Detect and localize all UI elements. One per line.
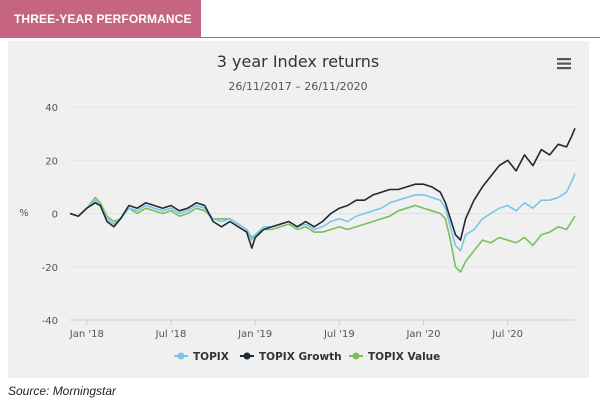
x-tick-label: Jan '20 [405,329,440,340]
y-tick-label: -20 [42,263,58,274]
source-note: Source: Morningstar [8,384,116,398]
y-tick-label: 0 [52,210,58,221]
x-tick-label: Jul '20 [491,329,523,340]
header-divider [201,37,600,38]
legend-label: TOPIX Growth [259,351,342,363]
x-tick-label: Jul '18 [155,329,187,340]
y-tick-label: -40 [42,316,58,327]
x-tick-label: Jan '18 [69,329,104,340]
section-title: THREE-YEAR PERFORMANCE [14,12,192,26]
chart-title: 3 year Index returns [217,52,379,71]
chart-panel: 3 year Index returns 26/11/2017 – 26/11/… [8,41,589,378]
legend-label: TOPIX [193,351,229,363]
y-tick-label: 20 [45,156,58,167]
series-line-topix [70,174,575,251]
legend-dot-marker [178,353,185,360]
legend-dot-marker [353,353,360,360]
chart-subtitle: 26/11/2017 – 26/11/2020 [228,80,367,93]
legend-item-topix-growth[interactable]: TOPIX Growth [240,351,342,363]
y-tick-label: 40 [45,103,58,114]
x-tick-label: Jan '19 [237,329,272,340]
section-header-tab: THREE-YEAR PERFORMANCE [0,0,201,38]
performance-chart: 3 year Index returns 26/11/2017 – 26/11/… [8,41,589,378]
legend-dot-marker [244,353,251,360]
legend-item-topix[interactable]: TOPIX [174,351,229,363]
series-line-topix-growth [70,128,575,248]
legend-label: TOPIX Value [368,351,440,363]
legend-item-topix-value[interactable]: TOPIX Value [349,351,440,363]
chart-menu-button[interactable] [551,53,577,75]
hamburger-menu-icon [557,58,571,69]
y-axis-label: % [19,208,29,219]
x-tick-label: Jul '19 [323,329,355,340]
